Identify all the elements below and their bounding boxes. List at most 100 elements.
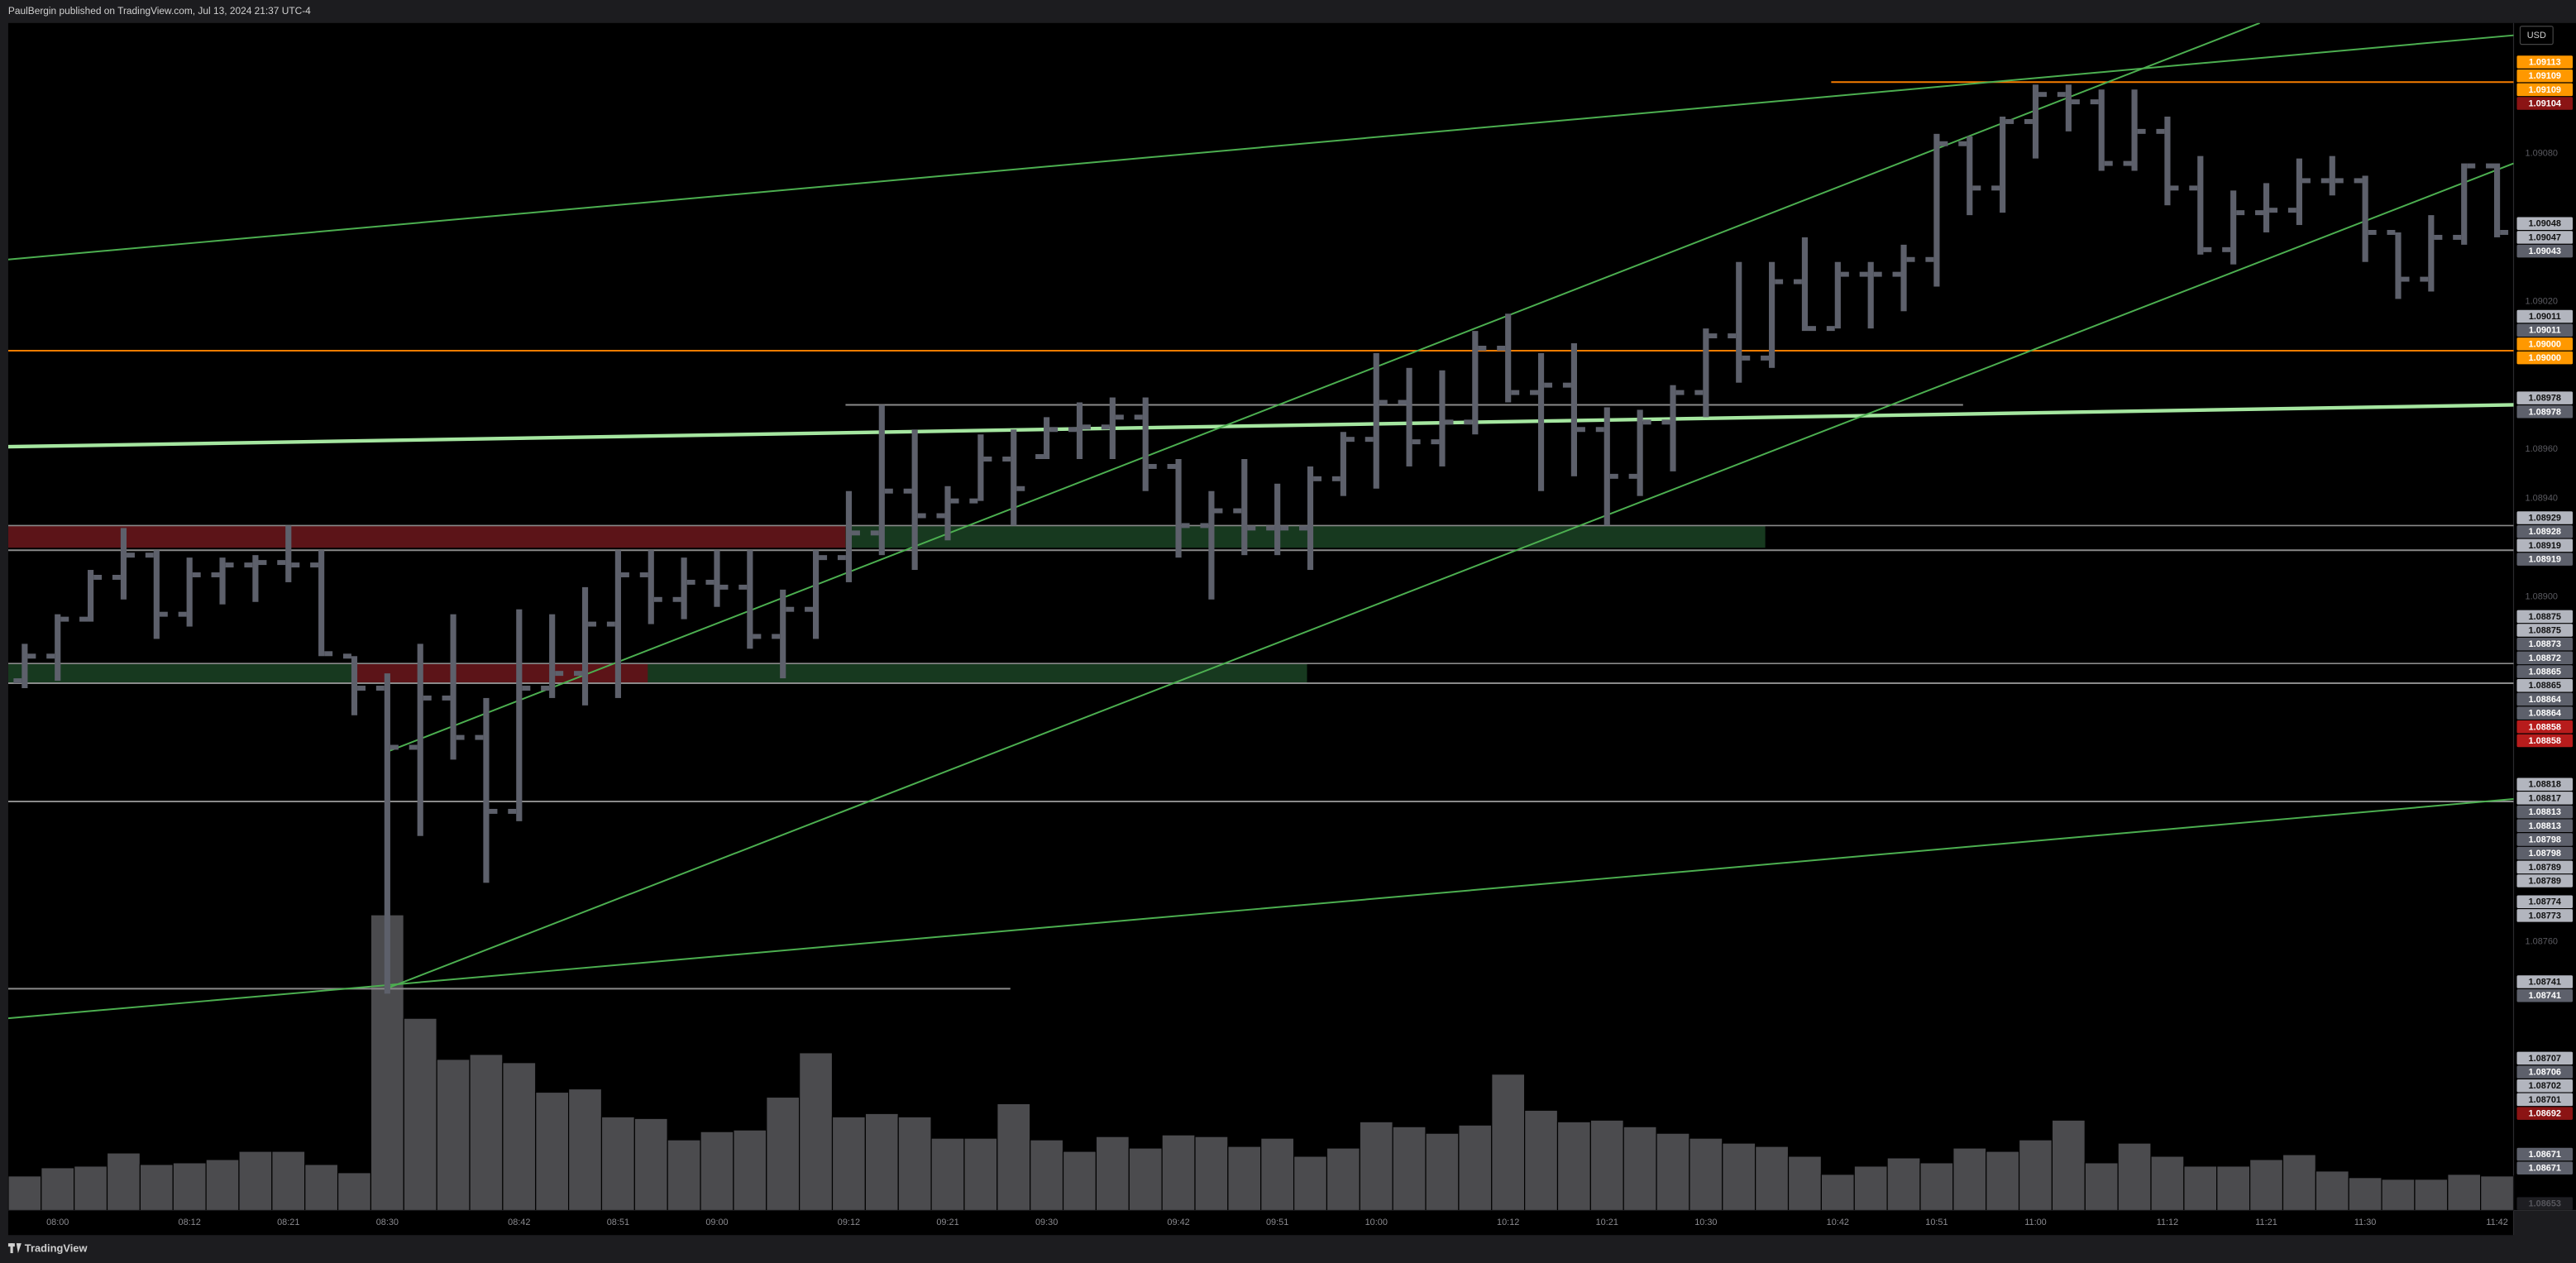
volume-bar (1853, 1165, 1888, 1211)
volume-bar (2447, 1174, 2482, 1211)
brand-logo (7, 1243, 22, 1254)
ohlc-close (1148, 463, 1157, 469)
ohlc-range (1044, 417, 1050, 460)
x-tick-label: 08:42 (508, 1218, 530, 1227)
ohlc-range (120, 528, 127, 600)
volume-bar (1491, 1074, 1526, 1211)
currency[interactable]: USD (2527, 31, 2546, 41)
ohlc-open (969, 498, 978, 504)
volume-bar (1194, 1136, 1229, 1211)
ohlc-range (1472, 331, 1479, 435)
volume-bar (2018, 1139, 2053, 1211)
ohlc-range (318, 550, 325, 657)
ohlc-open (178, 611, 187, 617)
volume-bar (139, 1164, 174, 1211)
ohlc-close (159, 611, 168, 617)
volume-bar (799, 1052, 834, 1211)
volume-bar (1095, 1136, 1130, 1211)
ohlc-close (884, 488, 893, 494)
ohlc-open (310, 562, 319, 568)
price-tag (2516, 337, 2574, 351)
ohlc-open (2453, 234, 2462, 240)
ohlc-close (1906, 256, 1915, 262)
volume-bar (1260, 1137, 1295, 1211)
ohlc-close (2170, 185, 2179, 191)
y-tick-label: 1.08760 (2526, 937, 2558, 947)
volume-bar (1425, 1132, 1460, 1211)
ohlc-close (2104, 160, 2113, 166)
price-tag-label: 1.08865 (2529, 681, 2561, 691)
volume-bar (2084, 1162, 2119, 1211)
ohlc-range (2197, 155, 2204, 255)
ohlc-close (1709, 333, 1718, 339)
volume-bar (2117, 1142, 2152, 1211)
ohlc-range (1867, 261, 1874, 329)
ohlc-range (681, 557, 687, 620)
ohlc-close (1016, 486, 1025, 491)
ohlc-open (46, 653, 55, 659)
ohlc-close (1214, 508, 1223, 514)
volume-bar (436, 1059, 471, 1211)
volume-bar (1293, 1155, 1328, 1211)
price-tag (2516, 538, 2574, 553)
price-tag-label: 1.09109 (2529, 85, 2561, 95)
currency-box[interactable] (2519, 26, 2554, 45)
ohlc-open (1595, 427, 1604, 433)
drawing-line (385, 162, 2514, 990)
price-tag-label: 1.08707 (2529, 1054, 2561, 1064)
ohlc-open (2287, 208, 2296, 213)
price-tag (2516, 637, 2574, 651)
x-tick-label: 10:42 (1827, 1218, 1849, 1227)
ohlc-close (852, 530, 860, 536)
ohlc-open (1661, 419, 1670, 425)
plot (7, 22, 2514, 1211)
volume-bar (205, 1159, 240, 1211)
ohlc-open (1497, 345, 1506, 351)
ohlc-open (1628, 473, 1637, 479)
ohlc-range (1769, 261, 1775, 368)
price-tag-label: 1.08706 (2529, 1068, 2561, 1078)
zone (353, 663, 648, 684)
ohlc-close (1609, 473, 1618, 479)
ohlc-close (192, 572, 201, 577)
ohlc-close (2401, 276, 2410, 282)
volume-bar (1656, 1132, 1690, 1211)
ohlc-open (1200, 523, 1209, 529)
price-tag-label: 1.08671 (2529, 1164, 2561, 1174)
ohlc-range (417, 643, 423, 836)
ohlc-open (244, 562, 253, 568)
ohlc-range (614, 550, 621, 698)
price-tag (2516, 244, 2574, 258)
price-tag-label: 1.08919 (2529, 541, 2561, 551)
price-tag (2516, 819, 2574, 833)
ohlc-close (2071, 99, 2080, 105)
ohlc-open (409, 744, 418, 750)
ohlc-close (1544, 382, 1553, 388)
price-tag (2516, 231, 2574, 244)
price-tag-label: 1.08858 (2529, 736, 2561, 746)
volume-bar (469, 1054, 504, 1211)
brand: TradingView (25, 1242, 88, 1255)
ohlc-close (390, 744, 399, 750)
ohlc-close (917, 513, 926, 519)
ohlc-open (1167, 463, 1176, 469)
ohlc-range (2065, 84, 2072, 132)
ohlc-range (450, 614, 456, 760)
ohlc-close (357, 686, 366, 691)
volume-bar (2216, 1165, 2251, 1211)
ohlc-range (1340, 432, 1346, 496)
ohlc-open (342, 653, 351, 659)
time-axis (7, 1210, 2514, 1236)
ohlc-close (1181, 523, 1190, 529)
ohlc-range (351, 656, 358, 715)
ohlc-close (60, 616, 69, 622)
volume-bar (1820, 1174, 1855, 1211)
ohlc-close (653, 596, 662, 602)
ohlc-range (285, 525, 292, 582)
price-tag-label: 1.08789 (2529, 876, 2561, 886)
ohlc-close (2301, 178, 2311, 184)
x-tick-label: 09:30 (1035, 1218, 1058, 1227)
volume-bar (897, 1116, 932, 1211)
volume-bar (1128, 1147, 1163, 1211)
